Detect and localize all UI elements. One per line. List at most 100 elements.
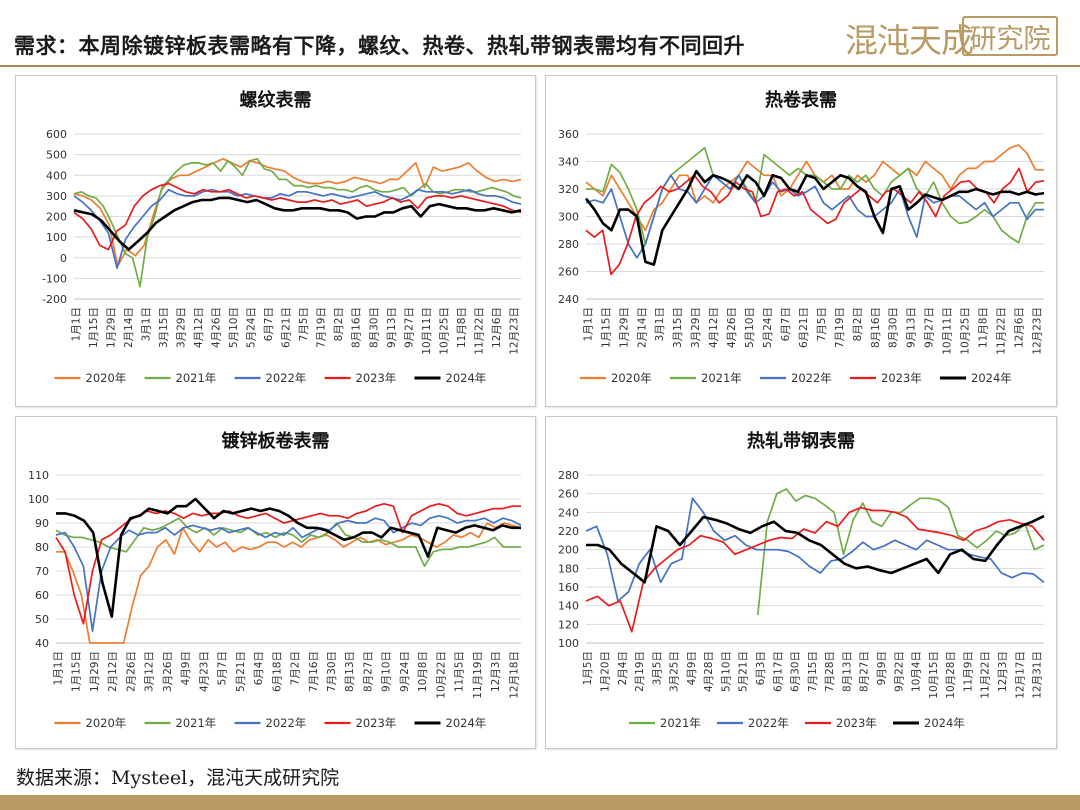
series-line-2021年 xyxy=(586,146,1044,245)
y-tick-label: 320 xyxy=(558,183,579,196)
x-tick-label: 9月10日 xyxy=(381,651,393,692)
x-tick-label: 10月11日 xyxy=(942,307,954,355)
y-tick-label: 340 xyxy=(558,156,579,169)
x-tick-label: 9月27日 xyxy=(403,307,415,348)
chart-title: 热轧带钢表需 xyxy=(747,430,855,452)
x-tick-label: 8月13日 xyxy=(344,651,356,692)
x-tick-label: 1月29日 xyxy=(105,307,117,348)
legend-label: 2023年 xyxy=(836,716,877,730)
x-tick-label: 12月3日 xyxy=(490,651,502,692)
x-tick-label: 8月2日 xyxy=(852,307,864,341)
series-line-2024年 xyxy=(586,514,1045,584)
data-source: 数据来源：Mysteel，混沌天成研究院 xyxy=(16,767,340,789)
chart-panel-hrc: 热卷表需 240 260 280 300 320 340 360 1月1日 1月15日 1月29日 2… xyxy=(545,75,1057,407)
x-tick-label: 5月24日 xyxy=(246,307,258,348)
x-tick-label: 1月1日 xyxy=(52,651,64,685)
x-tick-label: 4月26日 xyxy=(210,307,222,348)
logo-text: 混沌天成 xyxy=(845,21,974,60)
y-tick-label: 0 xyxy=(60,252,67,265)
y-tick-label: 500 xyxy=(46,149,67,162)
x-tick-label: 8月16日 xyxy=(351,307,363,348)
x-tick-label: 9月27日 xyxy=(924,307,936,348)
x-tick-label: 12月31日 xyxy=(1032,651,1044,699)
x-tick-label: 3月1日 xyxy=(654,307,666,341)
x-tick-label: 12月23日 xyxy=(508,307,520,355)
x-tick-label: 4月26日 xyxy=(726,307,738,348)
x-tick-label: 5月10日 xyxy=(744,307,756,348)
x-tick-label: 2月19日 xyxy=(634,651,646,692)
legend-label: 2020年 xyxy=(86,371,127,385)
y-tick-label: 260 xyxy=(558,266,579,279)
x-tick-label: 6月21日 xyxy=(281,307,293,348)
x-tick-label: 11月5日 xyxy=(454,651,466,692)
logo: 混沌天成 研究院 xyxy=(845,12,1060,60)
chart-panel-rebar: 螺纹表需 -200 -100 0 100 200 300 400 500 600 1月1日 1月15日… xyxy=(15,75,536,407)
x-tick-label: 2月14日 xyxy=(636,307,648,348)
rebar-chart: 螺纹表需 -200 -100 0 100 200 300 400 500 600 1月1日 1月15日… xyxy=(42,89,522,385)
x-tick-label: 8月2日 xyxy=(333,307,345,341)
x-tick-label: 9月9日 xyxy=(876,651,888,685)
legend-label: 2022年 xyxy=(266,716,307,730)
y-tick-label: 360 xyxy=(558,128,579,141)
x-tick-label: 12月18日 xyxy=(508,651,520,699)
y-tick-label: 80 xyxy=(35,541,49,554)
y-tick-label: 120 xyxy=(558,618,579,631)
footer-bar xyxy=(0,795,1080,810)
x-tick-label: 3月25日 xyxy=(669,651,681,692)
x-tick-label: 11月22日 xyxy=(473,307,485,355)
chart-title: 螺纹表需 xyxy=(240,89,312,111)
legend-label: 2023年 xyxy=(356,716,397,730)
x-tick-label: 6月4日 xyxy=(253,651,265,685)
x-tick-label: 4月12日 xyxy=(708,307,720,348)
y-tick-label: 110 xyxy=(28,469,49,482)
y-tick-label: 70 xyxy=(35,565,49,578)
x-tick-label: 8月27日 xyxy=(859,651,871,692)
chart-title: 热卷表需 xyxy=(765,89,837,111)
x-tick-label: 10月15日 xyxy=(928,651,940,699)
x-tick-label: 3月1日 xyxy=(140,307,152,341)
galvanized-chart: 镀锌板卷表需 40 50 60 70 80 90 100 110 1月1日 1月15日 1月29日 2月… xyxy=(28,430,522,730)
series-line-2022年 xyxy=(55,514,522,632)
legend-label: 2020年 xyxy=(611,371,652,385)
y-tick-label: 240 xyxy=(558,506,579,519)
x-tick-label: 3月29日 xyxy=(690,307,702,348)
x-tick-label: 10月4日 xyxy=(911,651,923,692)
x-tick-label: 5月21日 xyxy=(738,651,750,692)
chart-title: 镀锌板卷表需 xyxy=(222,430,330,452)
legend-label: 2021年 xyxy=(176,371,217,385)
series-line-2022年 xyxy=(585,174,1044,259)
x-tick-label: 9月13日 xyxy=(386,307,398,348)
x-tick-label: 10月11日 xyxy=(421,307,433,355)
legend-label: 2023年 xyxy=(356,371,397,385)
x-tick-label: 4月28日 xyxy=(703,651,715,692)
y-tick-label: 280 xyxy=(558,238,579,251)
series-line-2023年 xyxy=(73,182,522,251)
x-tick-label: 3月15日 xyxy=(158,307,170,348)
x-tick-label: 10月8日 xyxy=(417,651,429,692)
x-tick-label: 3月26日 xyxy=(162,651,174,692)
x-tick-label: 7月5日 xyxy=(816,307,828,341)
x-tick-label: 4月9日 xyxy=(180,651,192,685)
x-tick-label: 5月10日 xyxy=(720,651,732,692)
x-tick-label: 10月28日 xyxy=(945,651,957,699)
x-tick-label: 10月22日 xyxy=(435,651,447,699)
x-tick-label: 8月13日 xyxy=(841,651,853,692)
x-tick-label: 6月18日 xyxy=(271,651,283,692)
x-tick-label: 12月6日 xyxy=(491,307,503,348)
x-tick-label: 5月24日 xyxy=(762,307,774,348)
hrc-chart: 热卷表需 240 260 280 300 320 340 360 1月1日 1月15日 1月29日 2… xyxy=(558,89,1045,385)
y-tick-label: 400 xyxy=(46,169,67,182)
x-tick-label: 5月7日 xyxy=(217,651,229,685)
x-tick-label: 1月15日 xyxy=(71,651,83,692)
x-tick-label: 11月22日 xyxy=(980,651,992,699)
series-line-2023年 xyxy=(585,506,1045,633)
x-tick-label: 7月2日 xyxy=(290,651,302,685)
x-tick-label: 5月21日 xyxy=(235,651,247,692)
legend-label: 2021年 xyxy=(701,371,742,385)
x-tick-label: 12月23日 xyxy=(1031,307,1043,355)
chart-panel-galvanized: 镀锌板卷表需 40 50 60 70 80 90 100 110 1月1日 1月15日 1月29日 2月… xyxy=(15,416,536,749)
x-tick-label: 8月16日 xyxy=(870,307,882,348)
x-tick-label: 3月5日 xyxy=(651,651,663,685)
x-tick-label: 3月29日 xyxy=(175,307,187,348)
legend-label: 2022年 xyxy=(748,716,789,730)
